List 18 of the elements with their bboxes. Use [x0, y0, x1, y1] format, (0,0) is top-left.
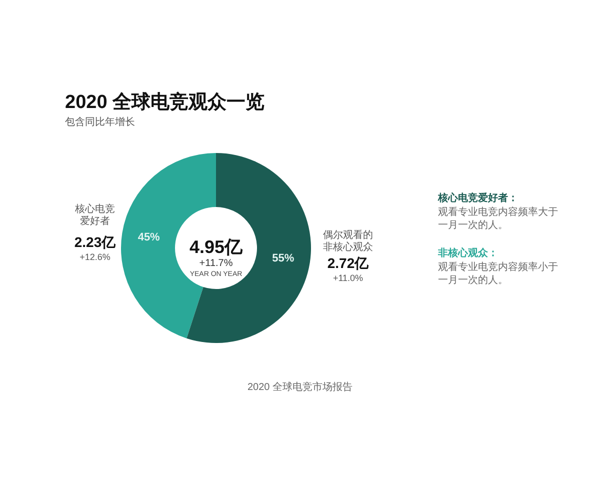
text: +11.7%: [199, 258, 233, 269]
chart-subtitle: 包含同比年增长: [65, 116, 135, 128]
text: 非核心观众：: [437, 247, 498, 259]
text: 观看专业电竞内容频率大于一月一次的人。: [438, 206, 558, 231]
slice-label: 偶尔观看的非核心观众: [323, 229, 373, 253]
chart-title: 2020 全球电竞观众一览: [65, 91, 265, 113]
text: 核心电竞爱好者：: [437, 192, 518, 204]
data-label: 45%: [138, 231, 160, 244]
text: 2020 全球电竞市场报告: [247, 381, 353, 393]
slice-label: 核心电竞爱好者: [74, 203, 115, 227]
donut-slice: [186, 153, 311, 343]
text: 2.72亿: [327, 255, 370, 271]
text: +12.6%: [80, 252, 110, 262]
text: 4.95亿: [189, 237, 244, 257]
data-label: 55%: [272, 252, 294, 265]
text: +11.0%: [332, 273, 364, 283]
text: 观看专业电竞内容频率小于一月一次的人。: [438, 261, 558, 286]
text: 2.23亿: [74, 234, 117, 250]
